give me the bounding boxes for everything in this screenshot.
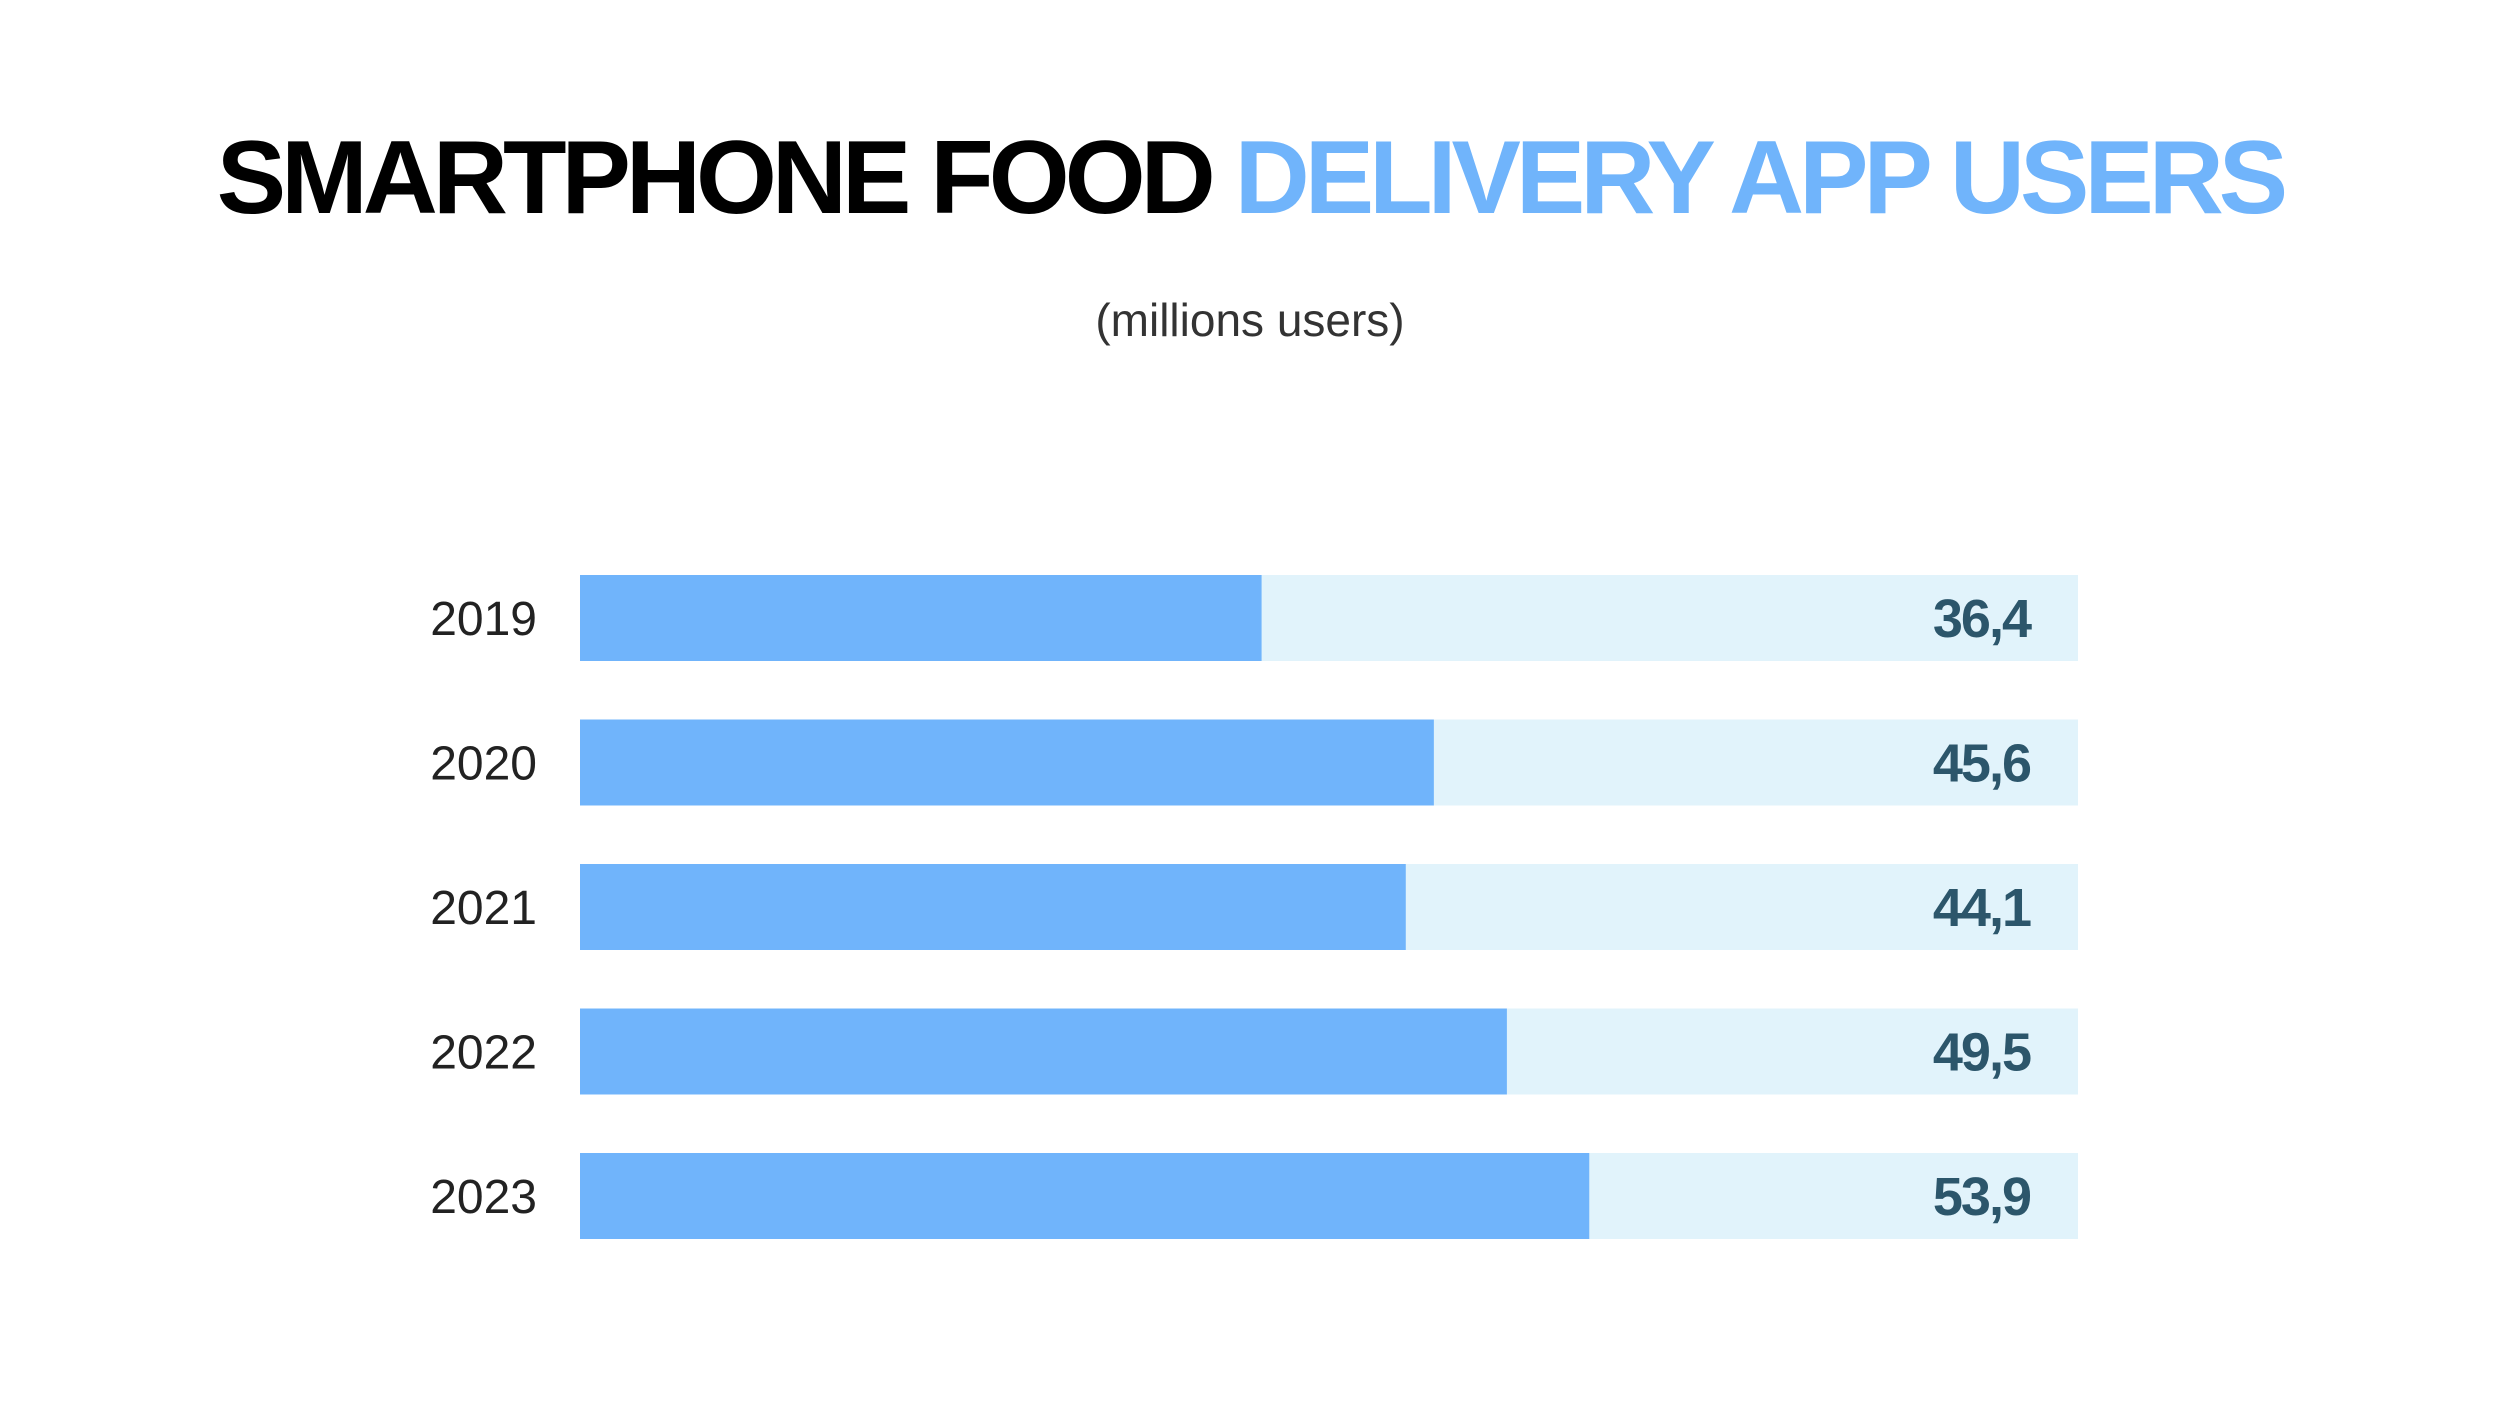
bar-2019 — [580, 575, 1262, 661]
bar-2020 — [580, 719, 1434, 806]
chart-title-part-1: SMARTPHONE FOOD — [216, 120, 1216, 236]
value-label-2021: 44,1 — [1933, 878, 2031, 938]
bar-2021 — [580, 864, 1406, 950]
value-label-2019: 36,4 — [1933, 589, 2032, 649]
category-label-2023: 2023 — [430, 1171, 537, 1224]
bar-2023 — [580, 1153, 1590, 1239]
category-label-2022: 2022 — [430, 1027, 537, 1080]
value-label-2020: 45,6 — [1933, 734, 2031, 794]
chart-subtitle: (millions users) — [1095, 294, 1405, 346]
chart-title-part-2: DELIVERY APP USERS — [1234, 120, 2289, 236]
category-label-2020: 2020 — [430, 738, 537, 791]
bar-2022 — [580, 1008, 1507, 1095]
value-label-2022: 49,5 — [1933, 1023, 2031, 1083]
category-label-2019: 2019 — [430, 593, 537, 646]
category-label-2021: 2021 — [430, 882, 537, 935]
chart-title: SMARTPHONE FOOD DELIVERY APP USERS — [0, 118, 2500, 238]
value-label-2023: 53,9 — [1933, 1167, 2031, 1227]
